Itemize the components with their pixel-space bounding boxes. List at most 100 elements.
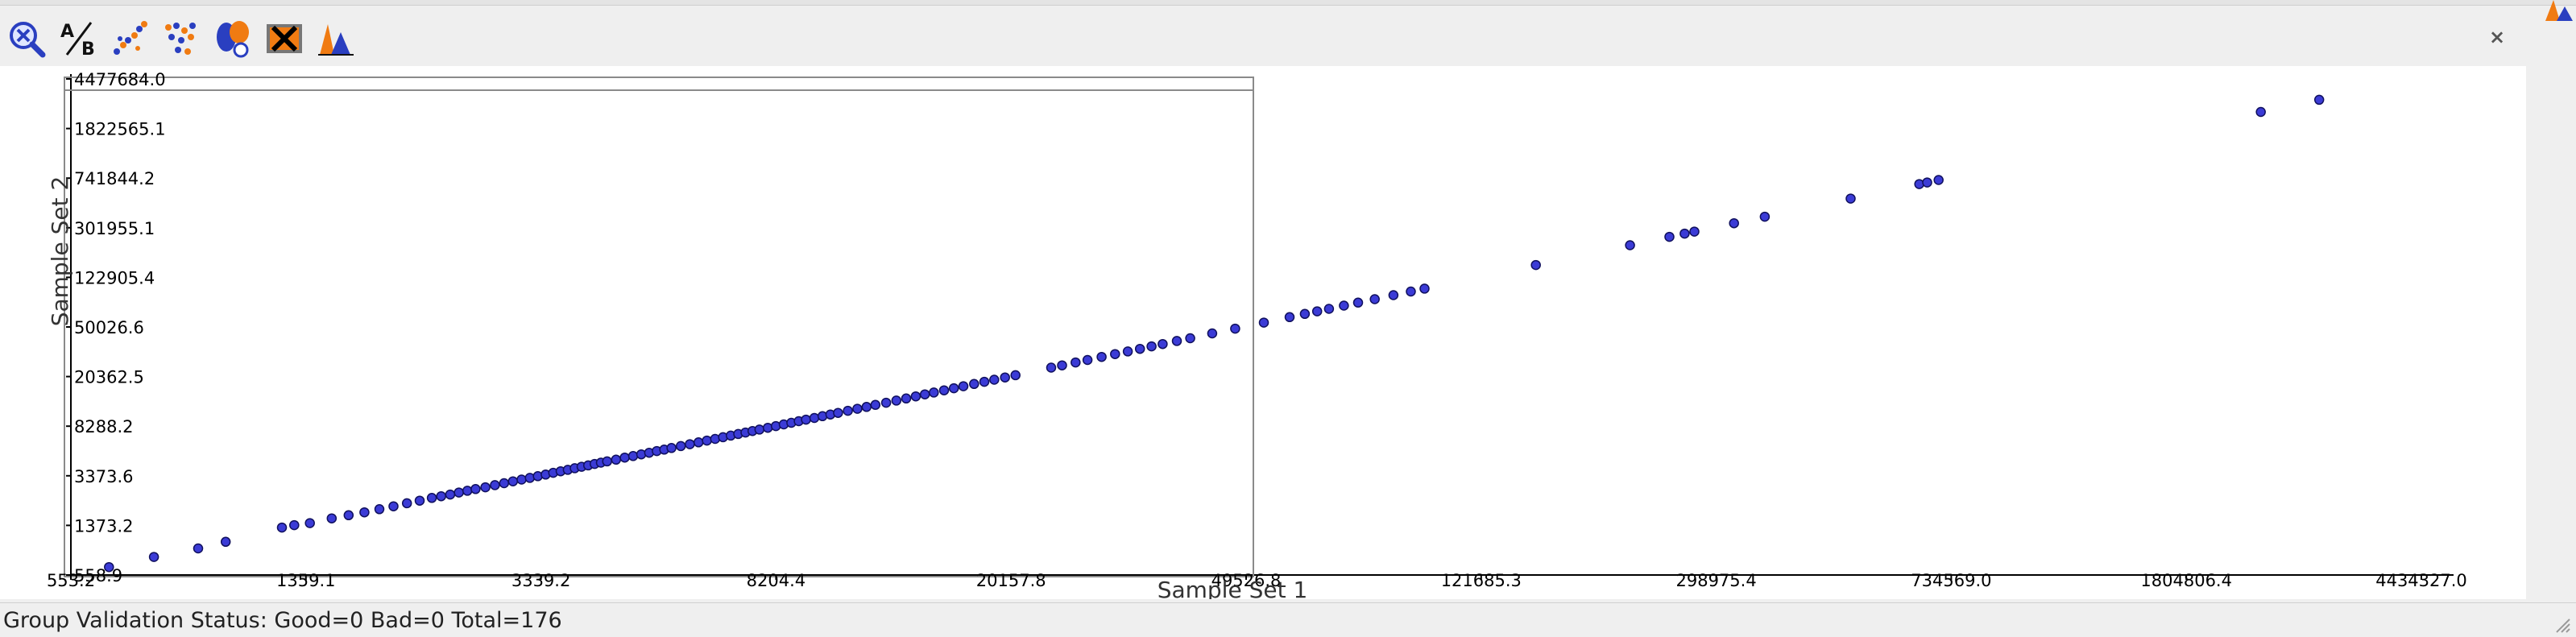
data-point[interactable]	[193, 543, 204, 554]
data-point[interactable]	[276, 522, 288, 533]
data-point[interactable]	[1625, 240, 1635, 250]
data-point[interactable]	[1071, 357, 1081, 368]
data-point[interactable]	[1352, 297, 1364, 308]
data-point[interactable]	[1000, 372, 1010, 383]
data-point[interactable]	[1339, 300, 1349, 311]
scatter-chart[interactable]: 553.2 1359.1 3339.2 8204.4 20157.8 49526.8 121…	[0, 66, 2526, 599]
data-point[interactable]	[602, 456, 612, 467]
data-point[interactable]	[910, 391, 921, 402]
data-point[interactable]	[326, 513, 338, 523]
data-point[interactable]	[1406, 286, 1416, 297]
data-point[interactable]	[445, 489, 456, 500]
data-point[interactable]	[343, 510, 354, 521]
data-point[interactable]	[1207, 328, 1218, 339]
histogram-button[interactable]	[314, 17, 358, 60]
data-point[interactable]	[880, 397, 892, 408]
data-point[interactable]	[289, 519, 300, 531]
data-point[interactable]	[1922, 177, 1932, 188]
data-point[interactable]	[388, 501, 399, 511]
data-point[interactable]	[1010, 370, 1021, 381]
data-point[interactable]	[524, 473, 536, 483]
zoom-button[interactable]	[5, 17, 48, 60]
data-point[interactable]	[507, 476, 519, 486]
data-point[interactable]	[1185, 333, 1195, 344]
data-point[interactable]	[490, 480, 500, 490]
data-point[interactable]	[1284, 312, 1295, 323]
plot-panel[interactable]: 553.2 1359.1 3339.2 8204.4 20157.8 49526.8 121…	[0, 66, 2526, 599]
data-point[interactable]	[414, 495, 425, 506]
resize-grip-icon[interactable]	[2553, 616, 2571, 634]
data-point[interactable]	[1388, 290, 1399, 300]
data-point[interactable]	[1311, 306, 1323, 316]
data-point[interactable]	[611, 454, 622, 465]
delete-button[interactable]	[263, 17, 306, 60]
data-point[interactable]	[1082, 354, 1093, 366]
data-point[interactable]	[1122, 346, 1133, 357]
data-point[interactable]	[1679, 228, 1690, 239]
data-point[interactable]	[833, 407, 843, 418]
data-point[interactable]	[1689, 226, 1700, 237]
data-point[interactable]	[1258, 317, 1269, 328]
data-point[interactable]	[2255, 106, 2266, 118]
data-point[interactable]	[1096, 351, 1107, 362]
group-button[interactable]	[211, 17, 255, 60]
data-point[interactable]	[304, 518, 315, 528]
data-point[interactable]	[1933, 175, 1944, 185]
data-point[interactable]	[938, 385, 950, 395]
data-point[interactable]	[979, 376, 990, 387]
data-point[interactable]	[462, 486, 473, 496]
data-point[interactable]	[685, 439, 695, 449]
data-point[interactable]	[426, 493, 437, 503]
data-point[interactable]	[1230, 323, 1240, 334]
data-point[interactable]	[762, 422, 773, 433]
data-point[interactable]	[852, 403, 863, 414]
data-point[interactable]	[958, 381, 969, 391]
data-point[interactable]	[1158, 338, 1168, 350]
data-point[interactable]	[675, 441, 686, 452]
data-point[interactable]	[919, 389, 930, 399]
data-point[interactable]	[754, 424, 765, 435]
data-point[interactable]	[929, 387, 939, 398]
scatter-plot-button[interactable]	[108, 17, 151, 60]
data-point[interactable]	[861, 402, 872, 412]
data-point[interactable]	[453, 487, 464, 498]
data-point[interactable]	[1134, 343, 1145, 354]
data-point[interactable]	[401, 498, 412, 509]
data-point[interactable]	[1323, 304, 1335, 314]
data-point[interactable]	[1729, 217, 1739, 229]
data-point[interactable]	[870, 399, 881, 411]
data-point[interactable]	[480, 482, 491, 493]
data-point[interactable]	[1171, 336, 1182, 346]
data-point[interactable]	[1664, 231, 1675, 242]
data-point[interactable]	[516, 474, 527, 485]
data-point[interactable]	[948, 383, 959, 394]
data-point[interactable]	[627, 451, 639, 461]
data-point[interactable]	[499, 478, 510, 489]
data-point[interactable]	[969, 378, 979, 390]
data-point[interactable]	[693, 437, 704, 448]
data-point[interactable]	[104, 561, 114, 573]
ratio-button[interactable]: A B	[56, 17, 100, 60]
data-point[interactable]	[470, 484, 481, 494]
data-point[interactable]	[801, 414, 811, 425]
data-point[interactable]	[1369, 294, 1380, 304]
data-point[interactable]	[891, 395, 902, 406]
close-button[interactable]: ×	[2483, 23, 2512, 52]
data-point[interactable]	[809, 412, 820, 424]
data-point[interactable]	[1146, 341, 1157, 352]
data-point[interactable]	[1299, 308, 1311, 320]
data-point[interactable]	[1057, 360, 1067, 370]
data-point[interactable]	[1759, 211, 1770, 222]
data-point[interactable]	[359, 507, 370, 518]
data-point[interactable]	[220, 536, 231, 548]
data-point[interactable]	[1845, 193, 1856, 204]
cluster-button[interactable]	[159, 17, 203, 60]
data-point[interactable]	[702, 435, 712, 446]
data-point[interactable]	[1530, 259, 1541, 271]
data-point[interactable]	[2313, 94, 2325, 105]
data-point[interactable]	[901, 393, 912, 404]
data-point[interactable]	[843, 405, 853, 416]
data-point[interactable]	[436, 490, 446, 502]
zoom-region[interactable]	[64, 77, 1254, 577]
data-point[interactable]	[374, 504, 385, 515]
